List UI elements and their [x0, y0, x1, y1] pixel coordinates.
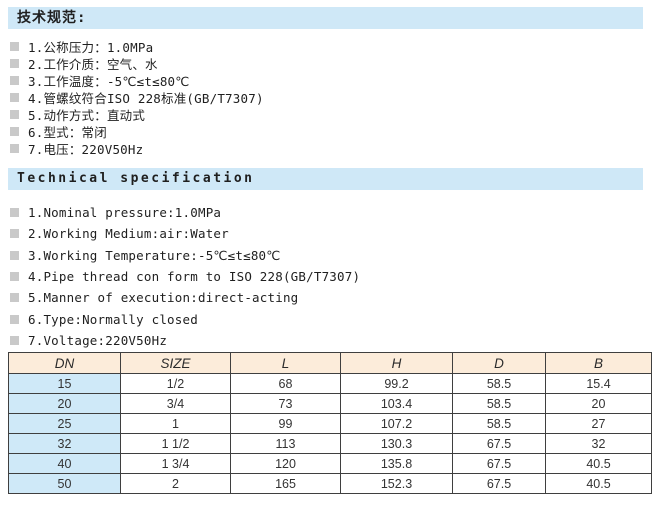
table-cell-dn: 20 — [8, 393, 121, 415]
bullet-icon — [10, 293, 19, 303]
list-item-text: 6.型式：常闭 — [28, 125, 107, 140]
table-row: 40 1 3/4 120 135.8 67.5 40.5 — [8, 453, 652, 475]
table-row: 25 1 99 107.2 58.5 27 — [8, 413, 652, 435]
table-cell-l: 99 — [230, 413, 341, 435]
table-cell-h: 99.2 — [340, 373, 453, 395]
table-cell-b: 32 — [545, 433, 652, 455]
bullet-icon — [10, 272, 19, 282]
list-item-text: 5.动作方式：直动式 — [28, 108, 146, 123]
bullet-icon — [10, 42, 19, 51]
table-header-cell: SIZE — [120, 352, 231, 375]
list-item-text: 2.工作介质：空气、水 — [28, 57, 158, 72]
list-item: 6.型式：常闭 — [10, 123, 670, 140]
table-header-cell: D — [452, 352, 546, 375]
table-header-cell: DN — [8, 352, 121, 375]
bullet-icon — [10, 76, 19, 85]
list-item: 5.动作方式：直动式 — [10, 106, 670, 123]
bullet-icon — [10, 208, 19, 218]
table-row: 32 1 1/2 113 130.3 67.5 32 — [8, 433, 652, 455]
bullet-icon — [10, 250, 19, 260]
section-title-en: Technical specification — [8, 168, 643, 190]
list-item-text: 4.管螺纹符合ISO 228标准(GB/T7307) — [28, 91, 264, 106]
table-cell-h: 107.2 — [340, 413, 453, 435]
bullet-icon — [10, 144, 19, 153]
list-item: 3.工作温度：-5℃≤t≤80℃ — [10, 72, 670, 89]
table-cell-h: 130.3 — [340, 433, 453, 455]
spec-list-en: 1.Nominal pressure:1.0MPa 2.Working Medi… — [10, 202, 670, 351]
list-item: 1.Nominal pressure:1.0MPa — [10, 202, 670, 223]
list-item: 1.公称压力：1.0MPa — [10, 38, 670, 55]
list-item-text: 1.Nominal pressure:1.0MPa — [28, 205, 222, 221]
list-item-text: 6.Type:Normally closed — [28, 311, 198, 327]
table-cell-b: 40.5 — [545, 453, 652, 475]
table-cell-d: 58.5 — [452, 393, 546, 415]
list-item-text: 2.Working Medium:air:Water — [28, 226, 229, 242]
bullet-icon — [10, 229, 19, 239]
table-row: 20 3/4 73 103.4 58.5 20 — [8, 393, 652, 415]
bullet-icon — [10, 127, 19, 136]
table-cell-dn: 32 — [8, 433, 121, 455]
table-cell-b: 20 — [545, 393, 652, 415]
bullet-icon — [10, 110, 19, 119]
table-cell-dn: 25 — [8, 413, 121, 435]
table-cell-d: 67.5 — [452, 473, 546, 495]
table-cell-h: 103.4 — [340, 393, 453, 415]
bullet-icon — [10, 314, 19, 324]
table-cell-size: 1 — [120, 413, 231, 435]
bullet-icon — [10, 59, 19, 68]
dimensions-table: DN SIZE L H D B 15 1/2 68 — [8, 352, 652, 495]
table-cell-dn: 50 — [8, 473, 121, 495]
table-cell-d: 67.5 — [452, 433, 546, 455]
table-header-cell: L — [230, 352, 341, 375]
table-cell-size: 1 1/2 — [120, 433, 231, 455]
list-item: 5.Manner of execution:direct-acting — [10, 287, 670, 308]
table-row: 15 1/2 68 99.2 58.5 15.4 — [8, 373, 652, 395]
list-item: 7.电压：220V50Hz — [10, 140, 670, 157]
list-item-text: 7.电压：220V50Hz — [28, 142, 144, 157]
list-item-text: 5.Manner of execution:direct-acting — [28, 290, 299, 306]
table-cell-d: 67.5 — [452, 453, 546, 475]
list-item: 4.Pipe thread con form to ISO 228(GB/T73… — [10, 266, 670, 287]
table-row: 50 2 165 152.3 67.5 40.5 — [8, 473, 652, 495]
list-item: 2.Working Medium:air:Water — [10, 223, 670, 244]
table-header-cell: B — [545, 352, 652, 375]
table-cell-b: 15.4 — [545, 373, 652, 395]
table-cell-l: 68 — [230, 373, 341, 395]
list-item-text: 7.Voltage:220V50Hz — [28, 332, 168, 348]
table-cell-l: 113 — [230, 433, 341, 455]
bullet-icon — [10, 335, 19, 345]
spec-list-cn: 1.公称压力：1.0MPa 2.工作介质：空气、水 3.工作温度：-5℃≤t≤8… — [10, 38, 670, 157]
table-cell-l: 165 — [230, 473, 341, 495]
table-cell-b: 27 — [545, 413, 652, 435]
table-cell-size: 2 — [120, 473, 231, 495]
table-cell-dn: 15 — [8, 373, 121, 395]
table-cell-l: 73 — [230, 393, 341, 415]
table-cell-size: 3/4 — [120, 393, 231, 415]
list-item-text: 3.工作温度：-5℃≤t≤80℃ — [28, 74, 190, 89]
table-cell-h: 135.8 — [340, 453, 453, 475]
list-item-text: 4.Pipe thread con form to ISO 228(GB/T73… — [28, 269, 361, 285]
table-cell-d: 58.5 — [452, 413, 546, 435]
table-cell-b: 40.5 — [545, 473, 652, 495]
table-cell-size: 1 3/4 — [120, 453, 231, 475]
table-cell-size: 1/2 — [120, 373, 231, 395]
list-item: 6.Type:Normally closed — [10, 308, 670, 329]
table-cell-l: 120 — [230, 453, 341, 475]
table-cell-h: 152.3 — [340, 473, 453, 495]
list-item: 4.管螺纹符合ISO 228标准(GB/T7307) — [10, 89, 670, 106]
bullet-icon — [10, 93, 19, 102]
list-item-text: 1.公称压力：1.0MPa — [28, 40, 154, 55]
table-cell-d: 58.5 — [452, 373, 546, 395]
list-item-text: 3.Working Temperature:-5℃≤t≤80℃ — [28, 247, 281, 263]
section-title-cn: 技术规范: — [8, 7, 643, 29]
table-header-row: DN SIZE L H D B — [8, 352, 652, 375]
table-header-cell: H — [340, 352, 453, 375]
list-item: 7.Voltage:220V50Hz — [10, 330, 670, 351]
list-item: 3.Working Temperature:-5℃≤t≤80℃ — [10, 245, 670, 266]
table-cell-dn: 40 — [8, 453, 121, 475]
table-body: 15 1/2 68 99.2 58.5 15.4 20 3/4 73 103.4… — [8, 373, 652, 495]
list-item: 2.工作介质：空气、水 — [10, 55, 670, 72]
